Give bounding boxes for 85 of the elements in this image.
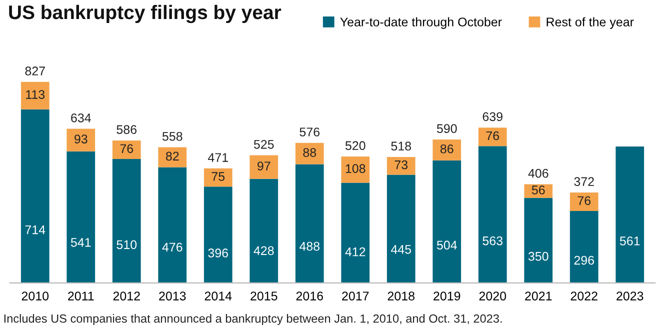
bar (250, 178, 278, 283)
x-tick-label: 2016 (296, 292, 323, 300)
x-tick-label: 2015 (250, 292, 278, 300)
data-label: 82 (166, 152, 179, 161)
total-label: 520 (345, 141, 366, 150)
bar (341, 182, 370, 283)
bar (295, 142, 324, 164)
data-label: 396 (208, 248, 228, 258)
bar (570, 210, 598, 283)
text: Includes US companies that announced a bankruptcy between Jan. 1, 2010, and Oct. 31, 2023. (4, 314, 502, 326)
data-label: 412 (345, 247, 366, 256)
data-label: 504 (436, 240, 457, 250)
x-tick-label: 2020 (479, 292, 506, 300)
x-tick-label: 2019 (434, 292, 460, 300)
total-label: 372 (574, 177, 594, 186)
x-tick-label: 2010 (22, 292, 49, 300)
bar (20, 82, 50, 110)
data-label: 76 (120, 144, 134, 154)
bar (250, 155, 278, 179)
data-label: 714 (25, 226, 46, 234)
bar (570, 192, 598, 211)
data-label: 445 (390, 245, 412, 254)
data-label: 108 (346, 164, 366, 174)
data-label: 563 (482, 236, 502, 246)
data-label: 73 (394, 160, 408, 170)
bar (204, 186, 232, 283)
x-tick-label: 2022 (570, 292, 598, 300)
x-tick-label: 2018 (388, 292, 414, 300)
total-label: 525 (254, 140, 274, 149)
legend-label: Year-to-date through October (340, 17, 502, 29)
data-label: 75 (212, 172, 225, 181)
bar (478, 146, 507, 283)
total-label: 639 (482, 112, 502, 122)
total-label: 576 (300, 128, 320, 136)
bar (66, 151, 96, 283)
bar (20, 109, 50, 283)
chart-title: US bankruptcy filings by year (9, 4, 282, 24)
bar (616, 146, 644, 283)
bar (432, 140, 462, 160)
bar (158, 167, 187, 283)
data-label: 488 (299, 242, 320, 251)
bar (112, 140, 141, 159)
data-label: 76 (578, 196, 591, 206)
x-tick-label: 2013 (159, 292, 186, 300)
x-tick-label: 2017 (342, 292, 369, 300)
data-label: 76 (486, 131, 500, 140)
data-label: 476 (162, 242, 182, 252)
data-label: 88 (303, 148, 316, 157)
bar (66, 128, 96, 152)
total-label: 827 (25, 66, 45, 76)
x-tick-label: 2023 (616, 292, 644, 300)
bar (478, 128, 507, 146)
bar (386, 157, 416, 175)
total-label: 558 (162, 132, 182, 141)
bar (204, 168, 232, 187)
bar (112, 158, 141, 283)
total-label: 634 (71, 113, 91, 122)
data-label: 86 (440, 144, 454, 154)
total-label: 590 (436, 124, 457, 134)
bar (524, 198, 553, 283)
total-label: 518 (391, 142, 412, 151)
bar (295, 164, 324, 283)
data-label: 97 (258, 162, 270, 170)
data-label: 56 (532, 186, 545, 194)
data-label: 113 (26, 90, 45, 99)
x-tick-label: 2011 (68, 292, 94, 300)
total-label: 406 (528, 168, 548, 178)
data-label: 561 (620, 236, 640, 246)
bar (524, 184, 553, 198)
legend-label: Rest of the year (546, 17, 634, 29)
x-tick-label: 2014 (204, 292, 232, 300)
data-label: 510 (116, 240, 137, 250)
data-label: 296 (574, 256, 594, 265)
x-tick-label: 2012 (113, 292, 140, 300)
total-label: 586 (116, 125, 137, 134)
x-tick-label: 2021 (525, 292, 552, 300)
total-label: 471 (208, 153, 228, 162)
bar (386, 174, 416, 283)
data-label: 541 (70, 238, 91, 247)
data-label: 428 (254, 246, 274, 256)
bar (432, 160, 462, 283)
data-label: 350 (528, 252, 548, 261)
bar (341, 156, 370, 183)
bar (158, 147, 187, 168)
data-label: 93 (74, 134, 88, 144)
